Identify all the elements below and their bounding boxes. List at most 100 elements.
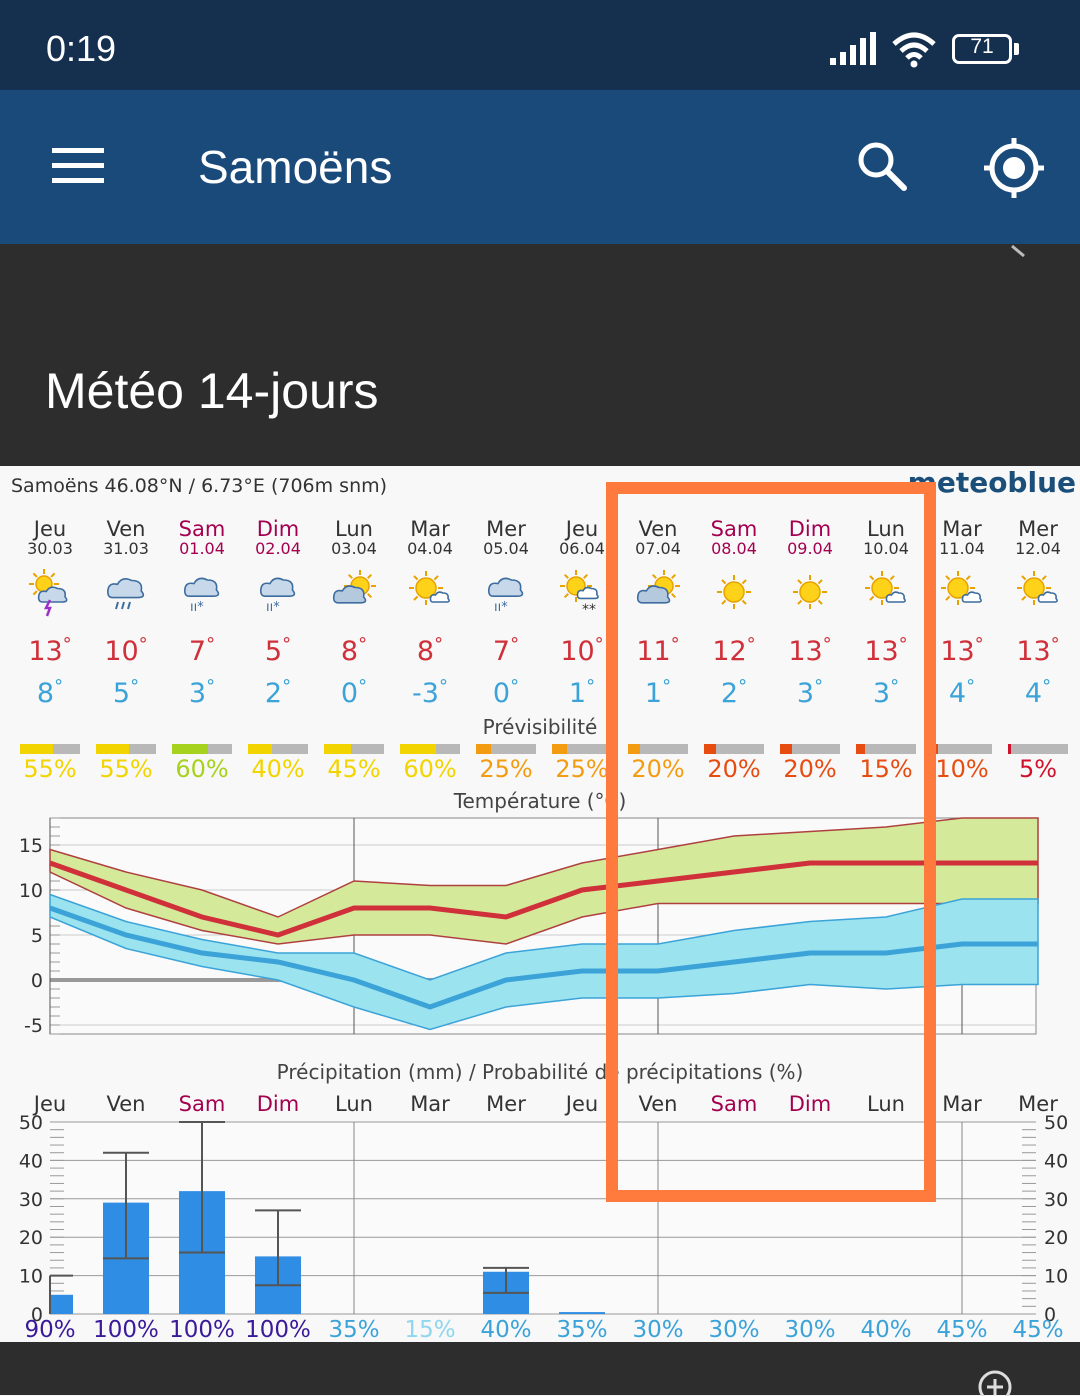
rain-icon [107, 578, 145, 610]
precip-tick-label-right: 10 [1044, 1266, 1068, 1288]
partly-cloudy-icon [332, 570, 376, 604]
sun-icon [793, 575, 827, 609]
snow-rain-icon: ıı* [259, 577, 296, 615]
temperature-tick-label: -5 [24, 1015, 43, 1037]
precip-probability: 45% [936, 1317, 987, 1342]
predictability-bar-fill [172, 744, 208, 754]
temp-max: 13° [28, 634, 71, 667]
day-date: 08.04 [711, 539, 757, 558]
precip-tick-label-right: 30 [1044, 1189, 1068, 1211]
zoom-in-icon[interactable] [976, 1368, 1014, 1396]
day-name: Lun [867, 517, 905, 541]
svg-text:ıı*: ıı* [266, 600, 280, 615]
precip-tick-label-right: 50 [1044, 1112, 1068, 1134]
temp-min: 3° [189, 676, 215, 709]
day-name: Ven [107, 517, 146, 541]
day-date: 03.04 [331, 539, 377, 558]
predictability-bar-fill [1008, 744, 1011, 754]
precip-day-name: Sam [711, 1092, 758, 1116]
temperature-tick-label: 15 [19, 835, 43, 857]
day-name: Sam [711, 517, 758, 541]
app-title: Samoëns [198, 141, 393, 193]
precipitation-title: Précipitation (mm) / Probabilité de préc… [277, 1060, 804, 1084]
predictability-bar-fill [96, 744, 129, 754]
menu-icon[interactable] [52, 146, 104, 186]
precip-tick-label-left: 20 [19, 1227, 43, 1249]
precip-day-name: Dim [257, 1092, 299, 1116]
predictability-bar-bg [628, 744, 688, 754]
temp-max: 8° [417, 634, 443, 667]
temp-max: 13° [1016, 634, 1059, 667]
temperature-tick-label: 10 [19, 880, 43, 902]
precip-tick-label-left: 50 [19, 1112, 43, 1134]
predictability-value: 55% [99, 755, 152, 783]
predictability-title: Prévisibilité [483, 715, 598, 739]
gps-locate-icon[interactable] [982, 136, 1046, 200]
thunderstorm-icon [29, 569, 68, 617]
sun-snow-icon: ** [560, 570, 599, 618]
predictability-bar-bg [324, 744, 384, 754]
temp-max: 7° [189, 634, 215, 667]
temp-min: 4° [1025, 676, 1051, 709]
sun-cloud-icon [1017, 571, 1058, 605]
predictability-value: 20% [707, 755, 760, 783]
predictability-bar-fill [248, 744, 272, 754]
precip-probability: 30% [632, 1317, 683, 1342]
predictability-bar-fill [400, 744, 436, 754]
temperature-min-line [49, 905, 1038, 1010]
precip-probability: 90% [24, 1317, 75, 1342]
signal-icon [830, 32, 876, 65]
temp-min: 1° [569, 676, 595, 709]
precip-probability: 35% [328, 1317, 379, 1342]
predictability-bar-bg [248, 744, 308, 754]
day-date: 30.03 [27, 539, 73, 558]
temp-min: 1° [645, 676, 671, 709]
snow-rain-icon: ıı* [487, 577, 524, 615]
temp-max: 8° [341, 634, 367, 667]
temperature-title: Température (°C) [453, 789, 627, 813]
temp-min: 2° [721, 676, 747, 709]
search-icon[interactable] [856, 140, 908, 192]
predictability-bar-fill [628, 744, 640, 754]
precip-bar [50, 1294, 73, 1314]
precip-probability: 30% [708, 1317, 759, 1342]
predictability-value: 10% [935, 755, 988, 783]
snow-rain-icon: ıı* [183, 577, 220, 615]
predictability-value: 5% [1019, 755, 1057, 783]
header-area: Météo 14-jours [0, 244, 1080, 466]
temp-min: 0° [341, 676, 367, 709]
temperature-range-band [49, 893, 1039, 1031]
location-label: Samoëns 46.08°N / 6.73°E (706m snm) [11, 475, 387, 497]
precip-tick-label-right: 20 [1044, 1227, 1068, 1249]
precip-tick-label-left: 10 [19, 1266, 43, 1288]
bottom-bar [0, 1342, 1080, 1396]
precip-day-name: Mar [410, 1092, 450, 1116]
predictability-value: 45% [327, 755, 380, 783]
temp-min: 3° [797, 676, 823, 709]
precip-tick-label-left: 0 [31, 1304, 43, 1326]
day-date: 05.04 [483, 539, 529, 558]
predictability-value: 20% [631, 755, 684, 783]
precip-bar [559, 1312, 605, 1314]
sun-icon [717, 575, 751, 609]
app-bar: Samoëns [0, 90, 1080, 244]
precip-probability: 100% [245, 1317, 311, 1342]
precip-probability: 40% [860, 1317, 911, 1342]
precip-probability: 40% [480, 1317, 531, 1342]
predictability-bar-bg [856, 744, 916, 754]
status-bar: 0:19 71 [0, 0, 1080, 90]
day-name: Mer [486, 517, 526, 541]
precip-day-name: Sam [179, 1092, 226, 1116]
svg-text:ıı*: ıı* [190, 600, 204, 615]
precip-day-name: Ven [107, 1092, 146, 1116]
meteogram[interactable]: Samoëns 46.08°N / 6.73°E (706m snm) meteo… [0, 466, 1080, 1343]
predictability-value: 20% [783, 755, 836, 783]
day-date: 02.04 [255, 539, 301, 558]
day-date: 31.03 [103, 539, 149, 558]
sun-cloud-icon [409, 571, 450, 605]
precip-tick-label-right: 40 [1044, 1150, 1068, 1172]
collapse-chevron-icon[interactable] [1010, 244, 1030, 258]
precip-day-name: Dim [789, 1092, 831, 1116]
battery-tip [1014, 43, 1019, 55]
precip-day-name: Mar [942, 1092, 982, 1116]
